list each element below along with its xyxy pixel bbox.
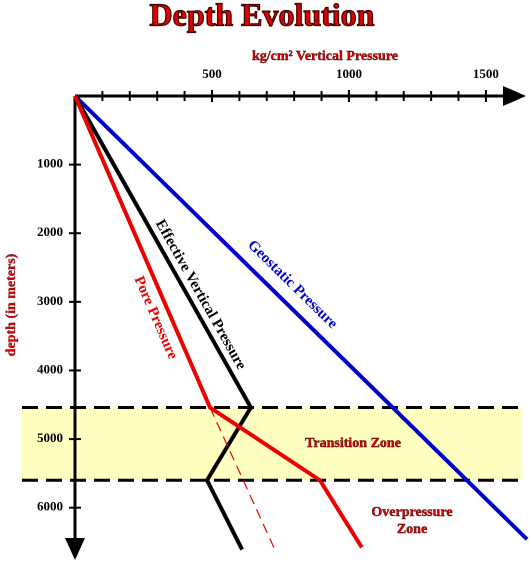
y-tick-label: 5000 <box>37 430 63 445</box>
annotation: Overpressure <box>371 505 452 520</box>
chart-title: Depth Evolution <box>150 0 375 32</box>
y-tick-label: 2000 <box>37 224 63 239</box>
x-tick-label: 500 <box>202 66 222 81</box>
dashed-line <box>209 407 275 548</box>
y-tick-label: 1000 <box>37 156 63 171</box>
series-line <box>73 95 364 549</box>
y-tick-label: 6000 <box>37 499 63 514</box>
y-tick-label: 4000 <box>37 361 63 376</box>
series-line <box>73 95 254 551</box>
x-tick-label: 1000 <box>336 66 362 81</box>
transition-band <box>22 407 522 481</box>
x-axis-arrow <box>503 86 526 106</box>
x-tick-label: 1500 <box>473 66 499 81</box>
y-tick-label: 3000 <box>37 293 63 308</box>
y-axis-label: depth (in meters) <box>4 253 19 356</box>
series-line <box>73 94 529 541</box>
x-axis-label: kg/cm² Vertical Pressure <box>252 49 398 64</box>
annotation: Zone <box>397 522 427 537</box>
band-label: Transition Zone <box>305 436 401 451</box>
series-label: Geostatic Pressure <box>244 237 340 332</box>
y-axis-arrow <box>65 538 85 560</box>
